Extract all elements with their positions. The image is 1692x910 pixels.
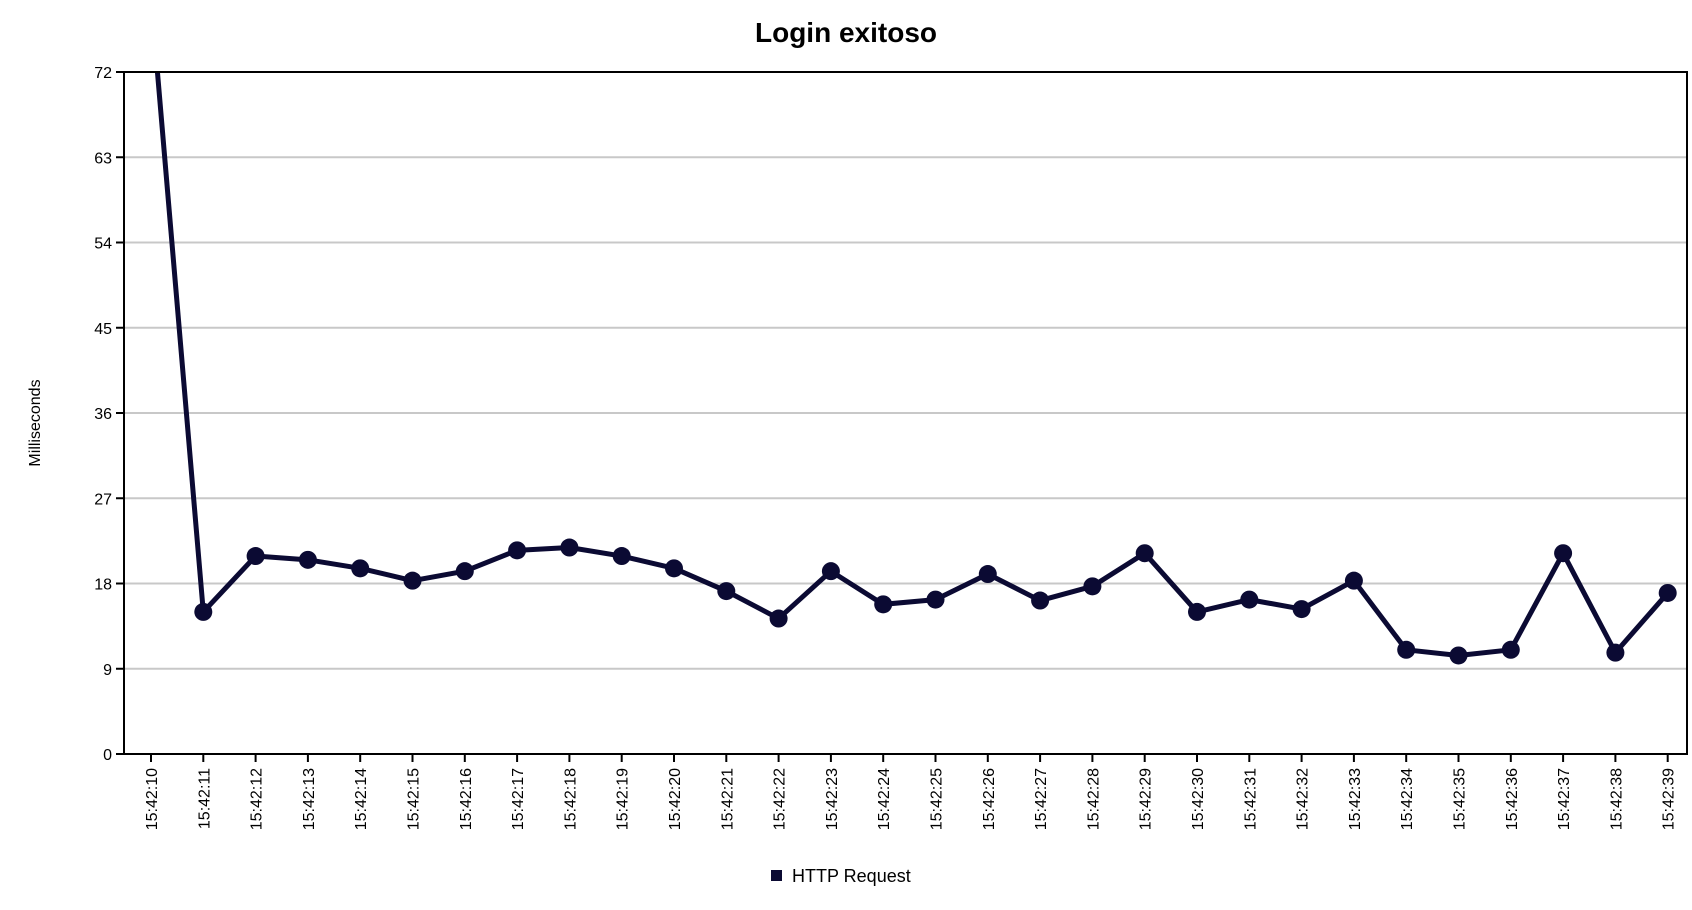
data-point bbox=[1292, 600, 1311, 619]
x-tick-label: 15:42:39 bbox=[1661, 768, 1678, 830]
y-tick-label: 54 bbox=[94, 236, 112, 253]
y-tick-label: 27 bbox=[94, 491, 112, 508]
data-point bbox=[1397, 640, 1416, 659]
y-tick-label: 18 bbox=[94, 577, 112, 594]
x-tick-label: 15:42:20 bbox=[667, 768, 684, 830]
data-point bbox=[769, 609, 788, 628]
x-tick-label: 15:42:38 bbox=[1608, 768, 1625, 830]
data-point bbox=[612, 547, 631, 566]
x-tick-label: 15:42:37 bbox=[1556, 768, 1573, 830]
chart-title: Login exitoso bbox=[755, 17, 937, 48]
data-point bbox=[1135, 544, 1154, 563]
y-axis-label: Milliseconds bbox=[27, 379, 44, 466]
series-group bbox=[154, 72, 1677, 665]
x-tick-label: 15:42:32 bbox=[1295, 768, 1312, 830]
x-tick-label: 15:42:17 bbox=[510, 768, 527, 830]
x-tick-label: 15:42:14 bbox=[353, 768, 370, 830]
data-point bbox=[926, 590, 945, 609]
y-tick-label: 36 bbox=[94, 406, 112, 423]
x-tick-label: 15:42:10 bbox=[144, 768, 161, 830]
data-point bbox=[821, 562, 840, 581]
x-tick-label: 15:42:27 bbox=[1033, 768, 1050, 830]
x-tick-label: 15:42:21 bbox=[719, 768, 736, 830]
legend-swatch bbox=[771, 870, 782, 881]
data-point bbox=[1501, 640, 1520, 659]
x-tick-label: 15:42:24 bbox=[876, 768, 893, 830]
legend-label: HTTP Request bbox=[792, 866, 911, 886]
data-point bbox=[1240, 590, 1259, 609]
y-tick-label: 63 bbox=[94, 150, 112, 167]
x-tick-label: 15:42:26 bbox=[981, 768, 998, 830]
data-point bbox=[1606, 643, 1625, 662]
x-tick-label: 15:42:33 bbox=[1347, 768, 1364, 830]
x-tick-label: 15:42:25 bbox=[929, 768, 946, 830]
x-tick-label: 15:42:34 bbox=[1399, 768, 1416, 830]
x-tick-label: 15:42:19 bbox=[615, 768, 632, 830]
data-point bbox=[717, 582, 736, 601]
x-tick-label: 15:42:36 bbox=[1504, 768, 1521, 830]
x-tick-label: 15:42:12 bbox=[249, 768, 266, 830]
x-tick-label: 15:42:15 bbox=[406, 768, 423, 830]
data-point bbox=[194, 602, 213, 621]
x-tick-label: 15:42:16 bbox=[458, 768, 475, 830]
y-tick-label: 9 bbox=[103, 662, 112, 679]
data-point bbox=[1083, 577, 1102, 596]
x-tick-label: 15:42:22 bbox=[772, 768, 789, 830]
data-point bbox=[403, 571, 422, 590]
x-tick-label: 15:42:18 bbox=[562, 768, 579, 830]
x-tick-label: 15:42:31 bbox=[1242, 768, 1259, 830]
data-point bbox=[1188, 602, 1206, 621]
x-tick-label: 15:42:11 bbox=[196, 768, 213, 829]
y-axis-ticks: 0 9 18 27 36 45 54 63 72 bbox=[94, 65, 124, 764]
data-point bbox=[874, 595, 893, 614]
x-tick-label: 15:42:29 bbox=[1138, 768, 1155, 830]
y-tick-label: 0 bbox=[103, 747, 112, 764]
data-point bbox=[560, 538, 579, 557]
plot-frame bbox=[123, 71, 1688, 755]
data-point bbox=[1658, 583, 1677, 602]
data-point bbox=[455, 562, 474, 581]
y-tick-label: 72 bbox=[94, 65, 112, 82]
data-point bbox=[246, 547, 265, 566]
x-tick-label: 15:42:30 bbox=[1190, 768, 1207, 830]
data-point bbox=[1344, 571, 1363, 590]
data-point bbox=[1031, 591, 1050, 610]
legend: HTTP Request bbox=[771, 866, 911, 886]
x-tick-label: 15:42:28 bbox=[1085, 768, 1102, 830]
x-tick-label: 15:42:13 bbox=[301, 768, 318, 830]
x-tick-label: 15:42:23 bbox=[824, 768, 841, 830]
data-point bbox=[351, 559, 370, 578]
data-point bbox=[1554, 544, 1573, 563]
data-point bbox=[1449, 646, 1468, 665]
gridlines bbox=[124, 156, 1687, 670]
data-point bbox=[978, 565, 997, 584]
x-axis-ticks: 15:42:10 15:42:11 15:42:12 15:42:13 15:42:14… bbox=[144, 754, 1678, 830]
y-tick-label: 45 bbox=[94, 321, 112, 338]
data-point bbox=[298, 550, 317, 569]
x-tick-label: 15:42:35 bbox=[1452, 768, 1469, 830]
data-point bbox=[665, 559, 683, 578]
data-point bbox=[508, 541, 527, 560]
